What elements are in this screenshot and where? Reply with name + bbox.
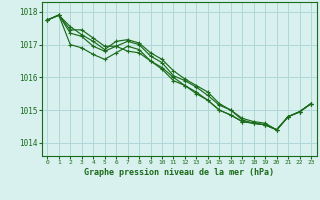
X-axis label: Graphe pression niveau de la mer (hPa): Graphe pression niveau de la mer (hPa) (84, 168, 274, 177)
